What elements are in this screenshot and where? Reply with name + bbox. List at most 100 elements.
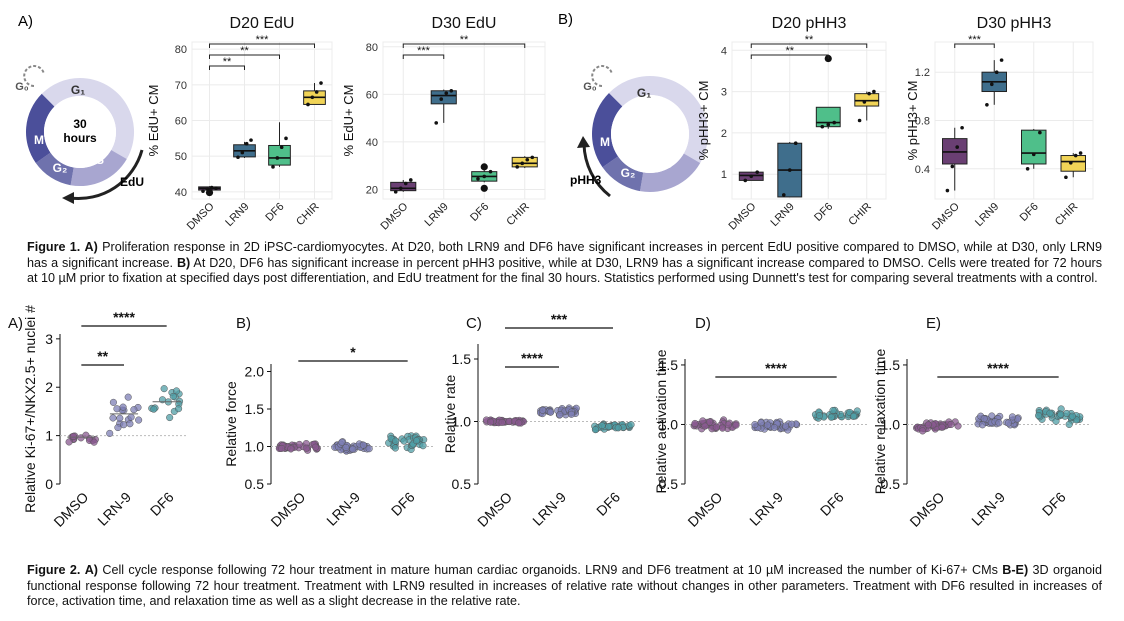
x-tick-label: DF6 bbox=[593, 489, 623, 519]
box-chir bbox=[854, 93, 880, 107]
figure2-caption: Figure 2. A) Cell cycle response followi… bbox=[27, 563, 1102, 610]
y-tick-label: 4 bbox=[721, 45, 727, 57]
x-tick-label: LRN-9 bbox=[323, 489, 363, 529]
data-point bbox=[691, 419, 699, 428]
center-hours-number: 30 bbox=[73, 117, 87, 131]
data-point bbox=[770, 424, 778, 432]
phase-b-m-label: M bbox=[600, 135, 610, 149]
y-tick-label: 1.5 bbox=[245, 401, 265, 417]
y-tick-label: 60 bbox=[366, 89, 378, 101]
data-point bbox=[287, 445, 295, 453]
chart-title: D30 pHH3 bbox=[977, 15, 1052, 32]
phase-b-s-label: S bbox=[664, 157, 672, 171]
y-tick-label: 3 bbox=[45, 331, 53, 347]
y-tick-label: 40 bbox=[366, 137, 378, 149]
data-point bbox=[279, 145, 284, 150]
data-point bbox=[150, 405, 158, 413]
y-axis-label: Relative activation time bbox=[653, 349, 669, 493]
data-point bbox=[135, 416, 143, 424]
significance-stars: **** bbox=[113, 309, 135, 325]
data-point bbox=[820, 124, 825, 129]
x-tick-label: DMSO bbox=[684, 489, 725, 530]
data-point bbox=[985, 103, 989, 107]
data-point bbox=[419, 442, 427, 450]
data-point bbox=[1068, 412, 1076, 420]
chart-force: B) 0.5 1.0 1.5 2.0 Relative force DMSO LRN-9 DF6… bbox=[223, 315, 435, 530]
phh3-arrow bbox=[582, 143, 611, 198]
x-tick-label: LRN-9 bbox=[968, 489, 1008, 529]
data-point bbox=[310, 95, 315, 100]
data-point bbox=[109, 414, 117, 422]
g0-b-loop-arrow bbox=[591, 65, 613, 87]
y-tick-label: 1 bbox=[45, 428, 53, 444]
y-axis-label: % pHH3+ CM bbox=[696, 81, 711, 161]
data-point bbox=[113, 405, 121, 413]
x-tick-label: CHIR bbox=[504, 201, 532, 229]
fig1-caption-b: B) bbox=[176, 255, 191, 270]
data-point bbox=[1035, 412, 1043, 420]
data-point bbox=[403, 181, 408, 186]
data-point bbox=[947, 420, 955, 429]
fig1-caption-title: Figure 1. bbox=[27, 240, 81, 254]
data-point bbox=[90, 438, 98, 446]
fig2-panel-label: A) bbox=[8, 315, 23, 332]
significance-stars: *** bbox=[256, 34, 270, 46]
y-tick-label: 0.8 bbox=[915, 116, 930, 128]
outlier-point bbox=[480, 163, 488, 171]
data-point bbox=[1064, 175, 1068, 180]
chart-d30-edu: 20 40 60 80 D30 EdU % EdU+ CM DMSO LRN9 DF6 CHIR *… bbox=[341, 15, 546, 232]
data-point bbox=[732, 421, 740, 429]
x-tick-label: LRN-9 bbox=[529, 489, 569, 529]
data-point bbox=[950, 164, 955, 169]
data-point bbox=[857, 118, 862, 123]
data-point bbox=[788, 420, 796, 428]
y-tick-label: 0 bbox=[45, 476, 53, 492]
x-tick-label: LRN9 bbox=[768, 201, 796, 229]
data-point bbox=[955, 145, 959, 149]
x-tick-label: LRN9 bbox=[223, 201, 251, 229]
y-axis-label: Relative rate bbox=[442, 374, 458, 453]
significance-stars: ** bbox=[805, 34, 814, 46]
data-point bbox=[1046, 409, 1054, 417]
plot-panel bbox=[382, 41, 546, 200]
data-point bbox=[240, 150, 245, 155]
data-point bbox=[1057, 410, 1065, 418]
data-point bbox=[284, 136, 288, 141]
fig1-panel-label-a: A) bbox=[18, 13, 33, 30]
data-point bbox=[1004, 419, 1012, 427]
data-point bbox=[175, 405, 183, 413]
data-point bbox=[547, 408, 555, 416]
data-point bbox=[829, 406, 837, 414]
y-tick-label: 1.5 bbox=[452, 351, 472, 367]
fig2-caption-text-a: Cell cycle response following 72 hour tr… bbox=[102, 563, 998, 577]
data-point bbox=[954, 422, 962, 430]
chart-title: D20 pHH3 bbox=[772, 15, 847, 32]
significance-stars: *** bbox=[417, 45, 431, 57]
fig1-panel-label-b: B) bbox=[558, 11, 573, 28]
ring-b-m-arc bbox=[592, 93, 623, 168]
data-point bbox=[520, 161, 525, 166]
x-tick-label: DF6 bbox=[147, 489, 177, 519]
y-axis-label: Relative relaxation time bbox=[872, 349, 888, 495]
x-tick-label: DMSO bbox=[930, 200, 962, 232]
data-point bbox=[120, 421, 128, 429]
ring-b-top-left-arc bbox=[609, 76, 650, 107]
chart-title: D30 EdU bbox=[432, 15, 497, 32]
data-point bbox=[1031, 152, 1036, 157]
y-tick-label: 1.0 bbox=[659, 416, 679, 432]
fig2-caption-a: A) bbox=[84, 563, 98, 577]
y-axis-label: % EdU+ CM bbox=[341, 85, 356, 157]
chart-ki67: A) 0 1 2 3 Relative Ki-67+/NKX2.5+ nuclei # DM… bbox=[8, 305, 188, 530]
data-point bbox=[614, 424, 622, 432]
data-point bbox=[106, 429, 114, 437]
significance-stars: **** bbox=[765, 360, 787, 376]
data-point bbox=[1078, 151, 1083, 155]
y-tick-label: 2.0 bbox=[245, 364, 265, 380]
y-axis-label: % EdU+ CM bbox=[146, 85, 161, 157]
data-point bbox=[743, 178, 748, 183]
data-point bbox=[319, 81, 323, 85]
phase-b-g1-label: G₁ bbox=[637, 86, 651, 100]
data-point bbox=[498, 418, 506, 427]
